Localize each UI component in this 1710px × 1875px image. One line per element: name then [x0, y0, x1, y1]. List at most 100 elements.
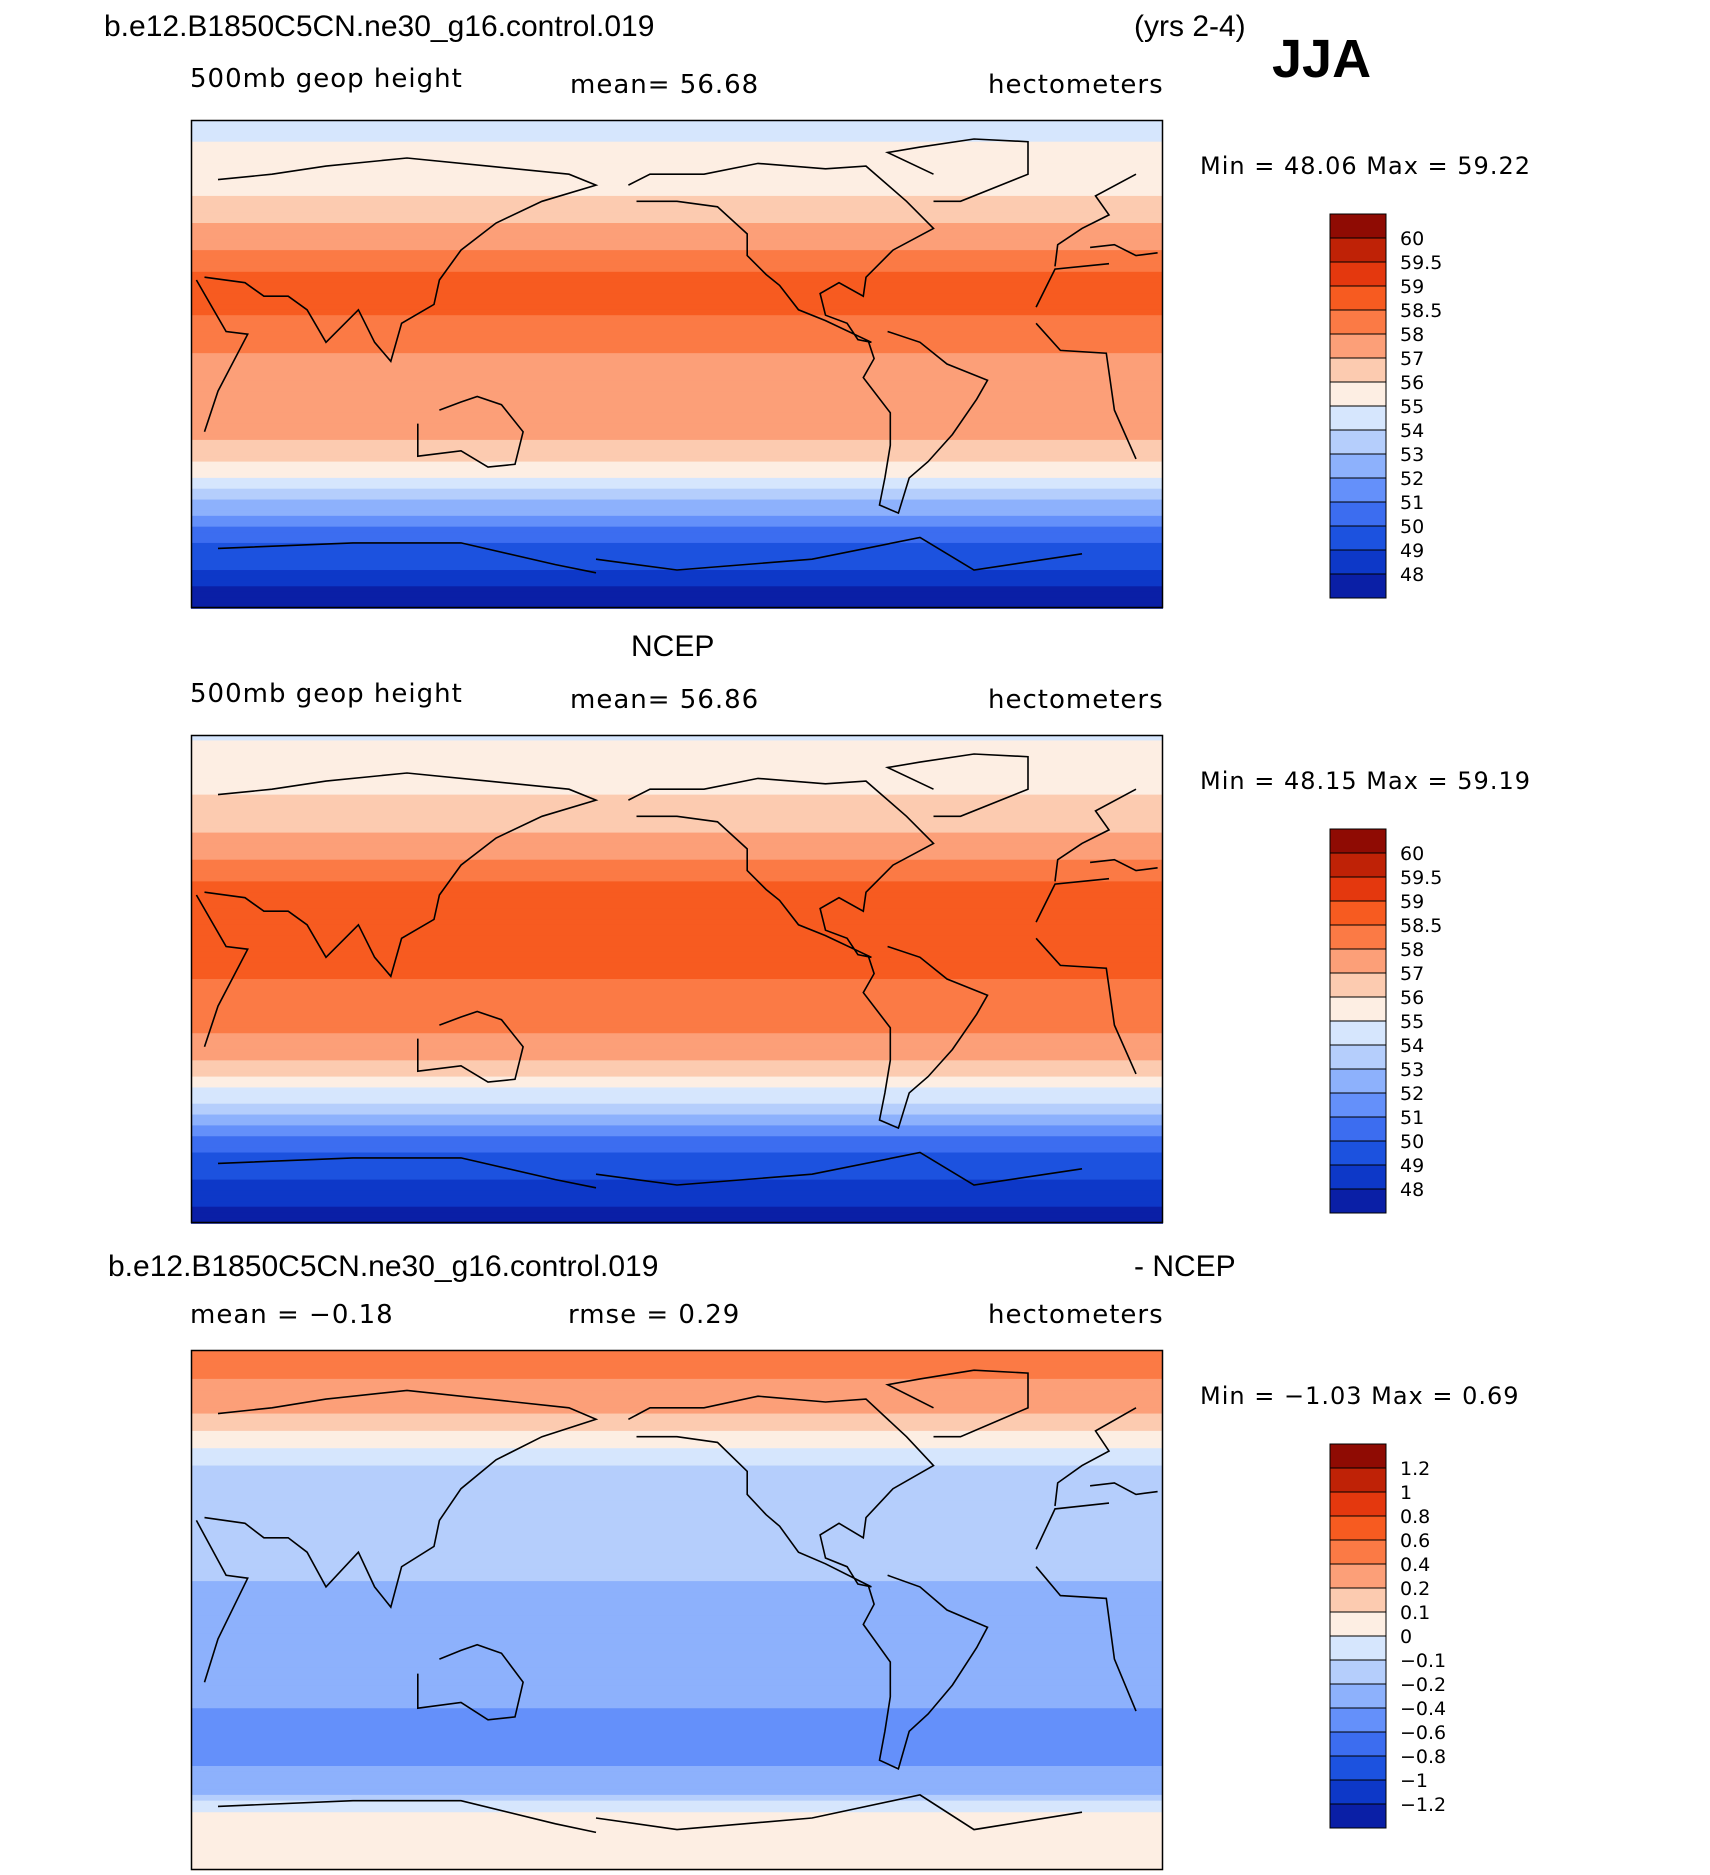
- zonal-band: [191, 260, 1163, 268]
- coastline: [1035, 937, 1137, 1075]
- zonal-band: [191, 1459, 1163, 1467]
- zonal-band: [191, 1092, 1163, 1100]
- coastline: [217, 542, 597, 574]
- zonal-band: [191, 298, 1163, 306]
- map-frame: [190, 734, 1164, 1224]
- zonal-band: [191, 504, 1163, 512]
- zonal-band: [191, 369, 1163, 376]
- zonal-band: [191, 1812, 1163, 1819]
- coastline: [195, 1520, 249, 1683]
- colorbar-label: 1.2: [1400, 1458, 1430, 1480]
- zonal-band: [191, 141, 1163, 148]
- zonal-band: [191, 1789, 1163, 1796]
- zonal-band: [191, 385, 1163, 392]
- zonal-band: [191, 957, 1163, 964]
- zonal-band: [191, 1737, 1163, 1744]
- zonal-band: [191, 1633, 1163, 1640]
- colorbar-box: [1329, 1683, 1387, 1709]
- zonal-band: [191, 532, 1163, 539]
- zonal-band: [191, 374, 1163, 382]
- zonal-band: [191, 190, 1163, 197]
- zonal-band: [191, 1604, 1163, 1611]
- zonal-band: [191, 735, 1163, 742]
- zonal-band: [191, 1477, 1163, 1484]
- zonal-band: [191, 407, 1163, 414]
- zonal-band: [191, 282, 1163, 289]
- zonal-band: [191, 195, 1163, 203]
- zonal-band: [191, 152, 1163, 159]
- colorbar-box: [1329, 1020, 1387, 1046]
- zonal-band: [191, 794, 1163, 801]
- colorbar-label: −0.1: [1400, 1650, 1446, 1672]
- zonal-band: [191, 1413, 1163, 1421]
- zonal-band: [191, 984, 1163, 991]
- panel2-map: [190, 734, 1164, 1224]
- colorbar-box: [1329, 333, 1387, 359]
- zonal-band: [191, 1610, 1163, 1617]
- zonal-band: [191, 401, 1163, 409]
- zonal-band: [191, 941, 1163, 948]
- zonal-band: [191, 1864, 1163, 1871]
- zonal-band: [191, 391, 1163, 398]
- zonal-band: [191, 1103, 1163, 1110]
- panel2-title: NCEP: [631, 630, 715, 663]
- coastline: [417, 1643, 524, 1721]
- zonal-band: [191, 1011, 1163, 1018]
- zonal-band: [191, 1141, 1163, 1148]
- zonal-band: [191, 1125, 1163, 1132]
- colorbar-box: [1329, 876, 1387, 902]
- coastline: [217, 1799, 597, 1834]
- zonal-band: [191, 924, 1163, 931]
- zonal-band: [191, 1552, 1163, 1559]
- zonal-band: [191, 1419, 1163, 1426]
- coastline: [204, 157, 599, 363]
- zonal-band: [191, 1206, 1163, 1213]
- zonal-band: [191, 136, 1163, 143]
- coastline: [595, 1151, 1083, 1186]
- zonal-band: [191, 903, 1163, 910]
- zonal-band: [191, 1794, 1163, 1802]
- panel3-units: hectometers: [988, 1300, 1164, 1330]
- zonal-band: [191, 217, 1163, 224]
- colorbar-box: [1329, 1116, 1387, 1142]
- coastline: [195, 894, 249, 1048]
- zonal-band: [191, 740, 1163, 747]
- zonal-band: [191, 962, 1163, 969]
- colorbar-box: [1329, 1491, 1387, 1517]
- colorbar-label: 60: [1400, 843, 1424, 865]
- zonal-band: [191, 979, 1163, 986]
- zonal-band: [191, 1742, 1163, 1750]
- zonal-band: [191, 1396, 1163, 1403]
- colorbar-label: 60: [1400, 228, 1424, 250]
- zonal-band: [191, 423, 1163, 430]
- zonal-band: [191, 767, 1163, 774]
- zonal-band: [191, 157, 1163, 165]
- zonal-band: [191, 1852, 1163, 1860]
- zonal-band: [191, 1482, 1163, 1490]
- colorbar-label: 48: [1400, 564, 1424, 586]
- zonal-band: [191, 908, 1163, 915]
- zonal-band: [191, 1650, 1163, 1658]
- zonal-band: [191, 1016, 1163, 1024]
- coastline: [204, 772, 599, 978]
- panel3-colorbar: 1.210.80.60.40.20.10−0.1−0.2−0.4−0.6−0.8…: [1329, 1443, 1446, 1829]
- zonal-band: [191, 309, 1163, 316]
- zonal-band: [191, 1355, 1163, 1363]
- zonal-band: [191, 456, 1163, 463]
- colorbar-box: [1329, 1803, 1387, 1829]
- zonal-band: [191, 488, 1163, 495]
- zonal-band: [191, 1598, 1163, 1606]
- zonal-band: [191, 499, 1163, 506]
- zonal-band: [191, 250, 1163, 257]
- zonal-band: [191, 827, 1163, 834]
- zonal-band: [191, 1114, 1163, 1121]
- zonal-band: [191, 843, 1163, 850]
- zonal-band: [191, 580, 1163, 588]
- zonal-band: [191, 1378, 1163, 1386]
- coastline: [1054, 1407, 1137, 1507]
- zonal-band: [191, 1511, 1163, 1519]
- zonal-band: [191, 995, 1163, 1002]
- zonal-band: [191, 1201, 1163, 1208]
- map-frame: [190, 1349, 1164, 1871]
